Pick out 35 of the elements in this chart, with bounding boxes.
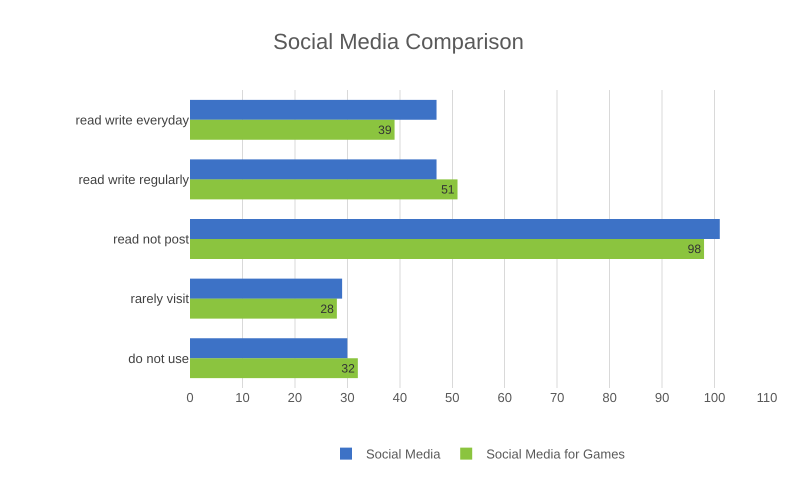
bar bbox=[190, 278, 342, 299]
x-tick-label: 50 bbox=[445, 390, 460, 405]
x-tick-label: 100 bbox=[704, 390, 726, 405]
x-tick-label: 70 bbox=[550, 390, 564, 405]
y-tick-label: do not use bbox=[128, 350, 189, 366]
x-tick-label: 80 bbox=[602, 390, 617, 405]
y-tick-label: read write regularly bbox=[78, 172, 190, 187]
data-label: 32 bbox=[341, 361, 356, 376]
legend-label: Social Media bbox=[366, 446, 442, 462]
x-tick-label: 20 bbox=[288, 390, 302, 405]
bar bbox=[190, 120, 395, 140]
y-tick-label: rarely visit bbox=[130, 291, 190, 306]
bar bbox=[190, 358, 358, 378]
bar bbox=[190, 298, 337, 319]
bar bbox=[190, 100, 437, 120]
x-tick-label: 90 bbox=[654, 390, 670, 405]
bar bbox=[190, 219, 720, 239]
chart-title: Social Media Comparison bbox=[273, 29, 524, 54]
x-tick-label: 30 bbox=[340, 390, 355, 405]
bar bbox=[190, 338, 348, 358]
x-tick-label: 10 bbox=[235, 390, 250, 405]
x-tick-label: 60 bbox=[497, 390, 512, 405]
y-tick-label: read not post bbox=[113, 232, 190, 247]
bar bbox=[190, 239, 704, 259]
data-label: 39 bbox=[378, 122, 392, 137]
x-tick-label: 40 bbox=[392, 390, 408, 405]
x-tick-label: 110 bbox=[756, 390, 778, 405]
x-tick-label: 0 bbox=[186, 390, 194, 405]
y-tick-label: read write everyday bbox=[76, 112, 190, 128]
bar bbox=[190, 179, 458, 200]
data-label: 98 bbox=[688, 242, 702, 256]
bar bbox=[190, 159, 437, 180]
legend-label: Social Media for Games bbox=[486, 446, 626, 462]
data-label: 51 bbox=[441, 182, 455, 197]
data-label: 28 bbox=[320, 302, 334, 316]
